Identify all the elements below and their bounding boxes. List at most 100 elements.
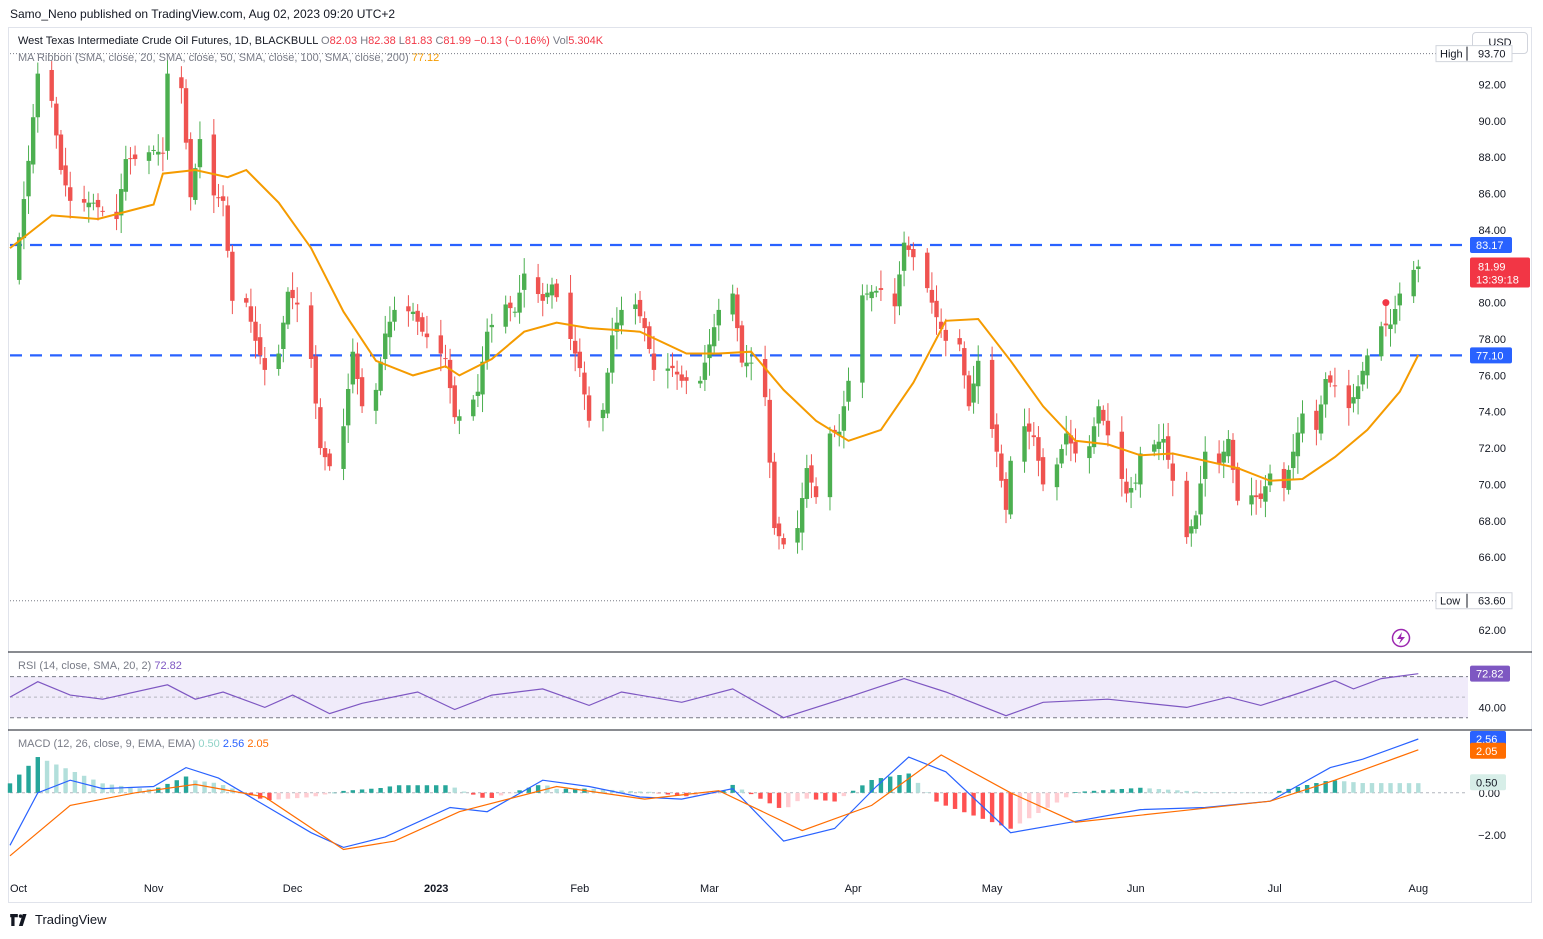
macd-histogram-bar — [285, 792, 291, 799]
candle-body — [1267, 473, 1273, 486]
level-lower-tag-text: 77.10 — [1476, 350, 1504, 362]
macd-histogram-bar — [63, 768, 68, 793]
time-axis-label: Oct — [10, 883, 27, 895]
candle-body — [633, 304, 638, 310]
candle-body — [503, 304, 508, 327]
candle-body — [1328, 375, 1333, 383]
candle-body — [295, 302, 300, 305]
candle-body — [132, 154, 138, 160]
candle-body — [679, 374, 684, 381]
candle-body — [647, 326, 652, 349]
level-lower-tag-bg — [1470, 347, 1512, 364]
price-tick-label: 66.00 — [1478, 552, 1506, 564]
candle-body — [95, 199, 101, 208]
macd-histogram-bar — [1341, 781, 1347, 793]
candle-body — [572, 340, 578, 354]
open-value: 82.03 — [329, 35, 358, 47]
candle-body — [1189, 526, 1194, 534]
candle-body — [702, 362, 708, 380]
candle-body — [257, 337, 263, 356]
time-axis: Oct Nov Dec 2023 Feb Mar Apr May Jun Jul Aug — [10, 883, 1428, 895]
candle-body — [244, 298, 249, 303]
candle-body — [586, 395, 592, 421]
macd-histogram-bar — [1193, 791, 1199, 793]
macd-histogram-bar — [1249, 792, 1254, 794]
macd-histogram-bar — [1397, 783, 1402, 793]
candle-body — [322, 448, 328, 458]
candle-body — [911, 249, 916, 258]
candle-body — [1314, 410, 1319, 430]
candle-body — [58, 134, 64, 170]
candle-body — [118, 189, 124, 216]
macd-histogram-bar — [786, 792, 791, 808]
price-tick-label: 76.00 — [1478, 370, 1506, 382]
candle-body — [54, 103, 59, 136]
candle-body — [443, 358, 448, 360]
candle-body — [846, 380, 851, 402]
candle-body — [49, 69, 54, 101]
macd-tick-label: 0.00 — [1479, 788, 1500, 800]
candle-body — [447, 359, 453, 389]
price-tick-label: 86.00 — [1478, 189, 1506, 201]
time-axis-label: Jun — [1127, 883, 1145, 895]
low-value: 81.83 — [404, 35, 433, 47]
candle-body — [156, 151, 161, 155]
candle-body — [1064, 433, 1069, 445]
macd-histogram-bar — [508, 792, 513, 794]
macd-histogram-bar — [1128, 788, 1134, 793]
candle-body — [1096, 406, 1101, 424]
price-tick-label: 80.00 — [1478, 298, 1506, 310]
macd-histogram-bar — [656, 792, 661, 794]
macd-histogram-bar — [693, 792, 698, 796]
candle-body — [1397, 293, 1402, 306]
candle-body — [1235, 467, 1240, 501]
candle-body — [392, 309, 397, 322]
candle-body — [179, 77, 184, 89]
candle-body — [373, 389, 379, 411]
candle-body — [1091, 426, 1097, 448]
candle-body — [869, 291, 874, 299]
price-tick-label: 90.00 — [1478, 116, 1506, 128]
candle-body — [1291, 451, 1296, 469]
macd-histogram-bar — [54, 764, 59, 793]
rsi-last-tag: 72.82 — [1470, 665, 1510, 682]
footer-brand[interactable]: TradingView — [10, 912, 107, 927]
rsi-last-tag-text: 72.82 — [1476, 669, 1504, 681]
candle-body — [1263, 486, 1268, 502]
candle-body — [874, 290, 879, 293]
macd-histogram-bar — [1369, 783, 1375, 793]
macd-histogram-bar — [1221, 792, 1226, 793]
candle-body — [1383, 323, 1389, 326]
macd-histogram-bar — [489, 792, 494, 798]
candle-body — [517, 292, 522, 313]
macd-histogram-bar — [406, 785, 411, 793]
candle-body — [1203, 451, 1208, 479]
macd-histogram-bar — [841, 792, 847, 797]
macd-histogram-bar — [202, 781, 207, 793]
candle-body — [165, 73, 170, 151]
candle-body — [999, 453, 1004, 481]
macd-histogram-bar — [137, 788, 142, 793]
macd-histogram-bar — [934, 792, 939, 802]
rsi-pane: 40.00 — [9, 673, 1506, 719]
high-label: H — [360, 35, 369, 47]
candle-body — [549, 284, 555, 296]
macd-histogram-bar — [526, 787, 532, 793]
candle-body — [772, 461, 777, 529]
time-axis-label: Dec — [283, 883, 303, 895]
macd-histogram-bar — [304, 792, 309, 798]
rsi-last-tag-bg — [1470, 665, 1510, 682]
candle-body — [512, 311, 518, 313]
candle-body — [253, 321, 258, 341]
candle-body — [684, 377, 689, 381]
macd-histogram-bar — [443, 785, 448, 793]
candle-body — [1300, 413, 1305, 434]
candle-body — [897, 274, 902, 307]
candle-body — [637, 299, 643, 317]
macd-pane: 0.00 −2.00 — [7, 738, 1506, 857]
candle-body — [749, 362, 754, 364]
candle-body — [901, 242, 907, 271]
candle-body — [795, 528, 800, 543]
macd-histogram-bar — [424, 785, 430, 793]
